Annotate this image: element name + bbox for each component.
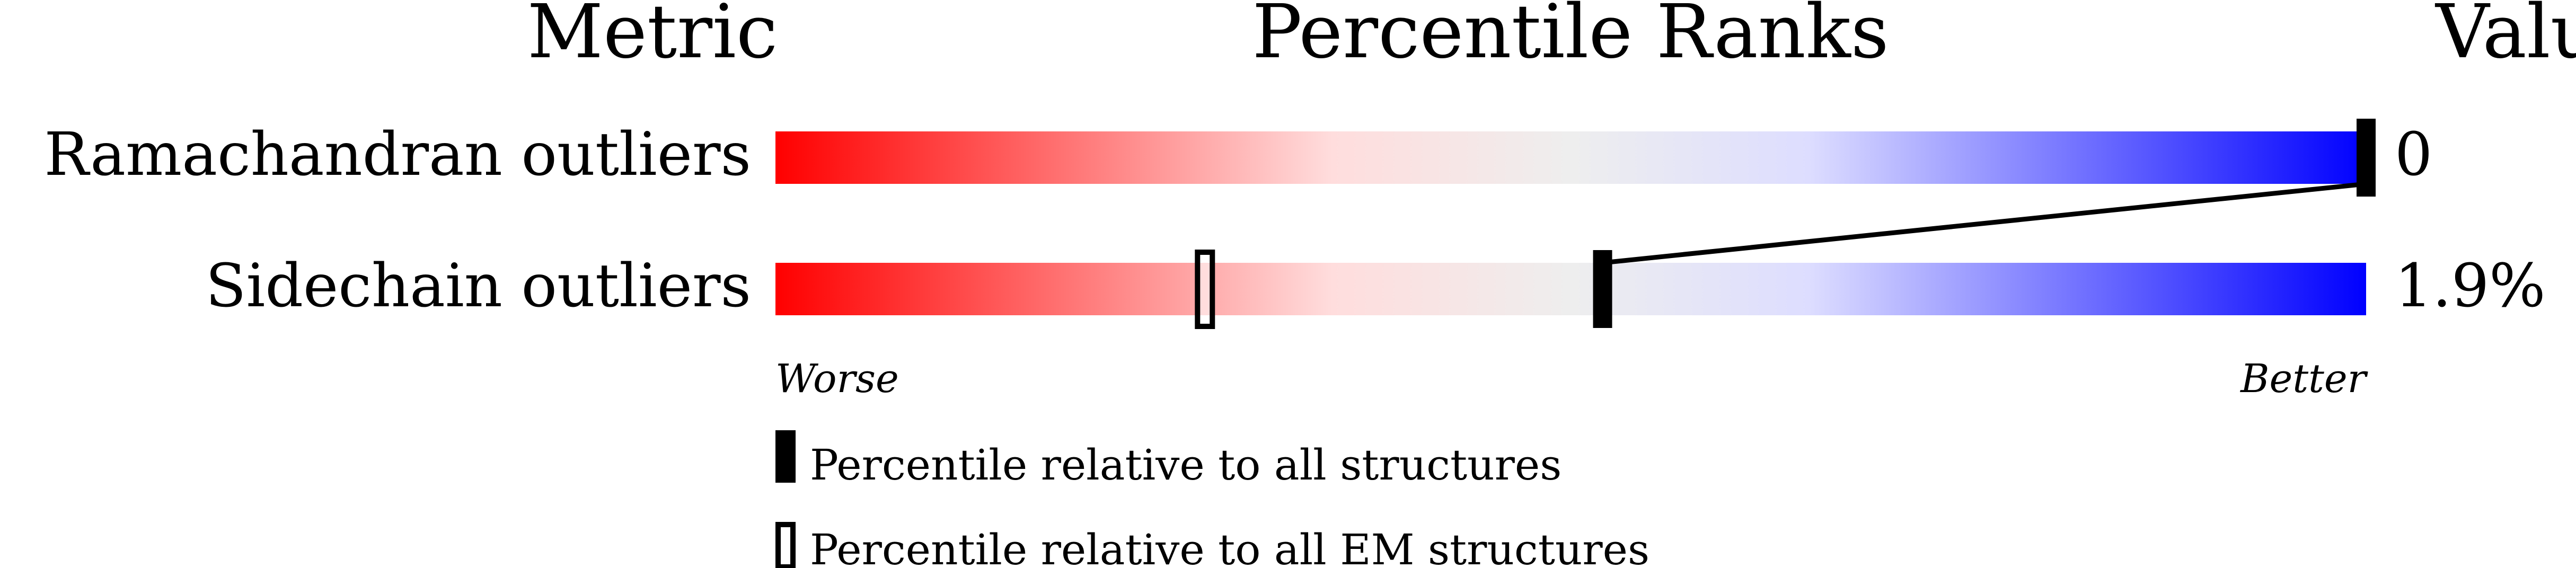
header-value: Value xyxy=(2434,0,2576,75)
metric-label: Ramachandran outliers xyxy=(44,120,751,189)
percentile-bar xyxy=(775,263,2366,315)
better-label: Better xyxy=(2239,356,2368,402)
legend-filled-marker xyxy=(775,430,796,483)
legend-em-structures: Percentile relative to all EM structures xyxy=(810,525,1649,568)
metric-label: Sidechain outliers xyxy=(206,252,751,321)
legend-open-marker xyxy=(775,522,796,568)
percentile-bar xyxy=(775,131,2366,184)
legend-all-structures: Percentile relative to all structures xyxy=(810,440,1562,490)
header-percentile-ranks: Percentile Ranks xyxy=(1252,0,1889,75)
metric-value: 1.9% xyxy=(2395,252,2546,321)
metric-value: 0 xyxy=(2395,120,2432,189)
em-percentile-marker xyxy=(1195,250,1215,329)
worse-label: Worse xyxy=(775,356,899,402)
header-metric: Metric xyxy=(527,0,778,75)
connector-line xyxy=(1602,181,2367,265)
